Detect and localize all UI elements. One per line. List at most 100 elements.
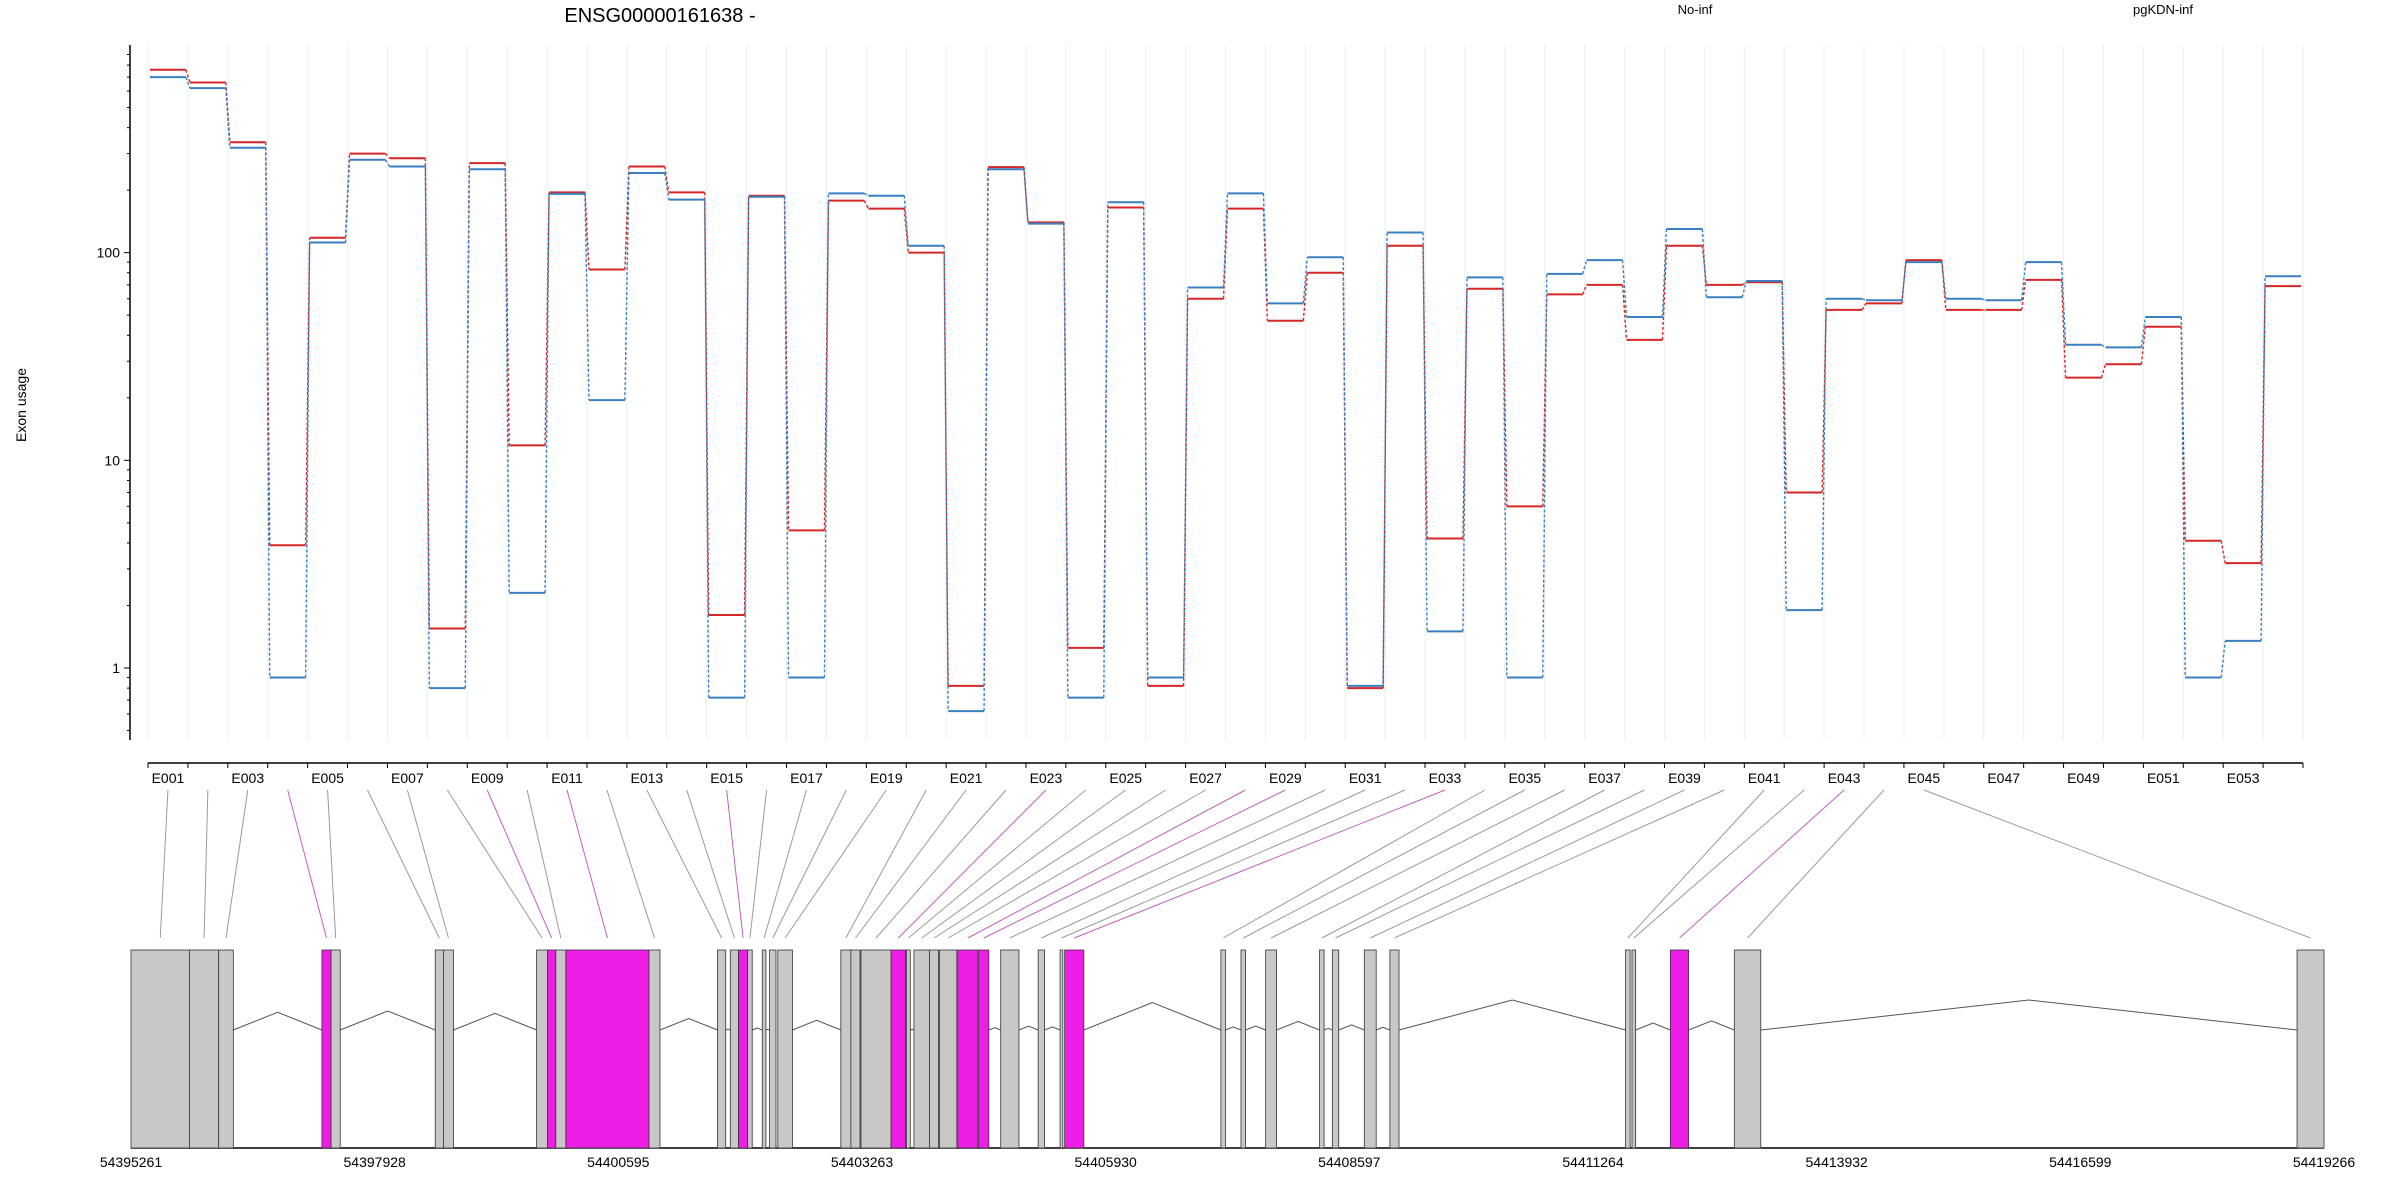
exon-block	[1037, 949, 1045, 1149]
exon-block	[1625, 949, 1631, 1149]
y-tick-label: 10	[104, 452, 120, 468]
intron-line	[1044, 1026, 1061, 1031]
x-tick-label: E023	[1030, 770, 1063, 786]
exon-connector	[933, 789, 1166, 939]
exon-connector	[1061, 789, 1406, 939]
exon-connector	[898, 789, 1047, 939]
exon-block	[1220, 949, 1226, 1149]
exon-connector	[327, 789, 337, 939]
exon-block-highlight	[1064, 949, 1085, 1149]
exon-block-highlight	[890, 949, 907, 1149]
exon-connector	[1633, 789, 1805, 939]
intron-line	[988, 1027, 1001, 1031]
exon-connector	[1627, 789, 1765, 939]
exon-connector	[763, 789, 807, 939]
gene-coordinate-label: 54408597	[1318, 1154, 1381, 1170]
exon-block	[189, 949, 220, 1149]
intron-line	[1245, 1025, 1266, 1031]
exon-block	[929, 949, 939, 1149]
exon-block	[747, 949, 753, 1149]
exon-connector	[203, 789, 209, 939]
exon-block-highlight	[1669, 949, 1690, 1149]
exon-connector	[1321, 789, 1605, 939]
exon-connector	[1335, 789, 1645, 939]
exon-connector	[1679, 789, 1845, 939]
intron-line	[1338, 1024, 1365, 1031]
intron-line	[1276, 1020, 1320, 1031]
exon-connector	[486, 789, 553, 939]
exon-block-highlight	[547, 949, 557, 1149]
exon-block	[850, 949, 861, 1149]
exon-connector	[1270, 789, 1565, 939]
exon-block	[330, 949, 341, 1149]
exon-connector	[1222, 789, 1486, 939]
exon-block	[648, 949, 661, 1149]
x-tick-label: E037	[1588, 770, 1621, 786]
intron-line	[233, 1011, 323, 1031]
exon-block	[860, 949, 892, 1149]
intron-line	[1225, 1026, 1242, 1031]
gene-coordinate-label: 54413932	[1806, 1154, 1869, 1170]
exon-block	[218, 949, 234, 1149]
x-tick-label: E041	[1748, 770, 1781, 786]
exon-connector	[287, 789, 327, 939]
exon-connector	[1074, 789, 1446, 939]
x-tick-label: E047	[1987, 770, 2020, 786]
exon-connector	[566, 789, 608, 939]
intron-line	[1760, 999, 2298, 1031]
series-line-2	[185, 76, 2266, 712]
exon-connector	[225, 789, 249, 939]
x-tick-label: E043	[1828, 770, 1861, 786]
x-tick-label: E003	[231, 770, 264, 786]
exon-connector	[1041, 789, 1366, 939]
exon-connector	[1243, 789, 1526, 939]
exon-block-highlight	[957, 949, 979, 1149]
exon-connector	[526, 789, 562, 939]
exon-connector	[367, 789, 440, 939]
x-tick-label: E017	[790, 770, 823, 786]
exon-block-highlight	[978, 949, 990, 1149]
exon-block	[1240, 949, 1246, 1149]
exon-block	[761, 949, 767, 1149]
exon-block	[2296, 949, 2325, 1149]
gene-coordinate-label: 54416599	[2049, 1154, 2112, 1170]
exon-connector	[1394, 789, 1725, 939]
exon-block	[1389, 949, 1400, 1149]
exon-block	[130, 949, 190, 1149]
x-tick-label: E005	[311, 770, 344, 786]
intron-line	[340, 1010, 436, 1031]
exon-connector	[686, 789, 735, 939]
exon-connector	[845, 789, 927, 939]
x-tick-label: E007	[391, 770, 424, 786]
exon-connector	[159, 789, 169, 939]
intron-line	[1083, 1002, 1222, 1031]
exon-connector	[406, 789, 449, 939]
exon-block	[1319, 949, 1325, 1149]
exon-connector	[947, 789, 1206, 939]
x-tick-label: E013	[630, 770, 663, 786]
x-tick-label: E053	[2227, 770, 2260, 786]
exon-connector	[921, 789, 1127, 939]
exon-block	[434, 949, 444, 1149]
exon-block	[1733, 949, 1762, 1149]
x-tick-label: E027	[1189, 770, 1222, 786]
x-tick-label: E051	[2147, 770, 2180, 786]
x-tick-label: E033	[1429, 770, 1462, 786]
intron-line	[725, 1028, 731, 1031]
exon-connector	[1923, 789, 2311, 939]
x-tick-label: E029	[1269, 770, 1302, 786]
x-tick-label: E015	[710, 770, 743, 786]
exon-connector	[908, 789, 1087, 939]
exon-connector	[446, 789, 543, 939]
intron-line	[1018, 1025, 1039, 1031]
x-tick-label: E021	[950, 770, 983, 786]
gene-coordinate-label: 54405930	[1075, 1154, 1138, 1170]
exon-block	[769, 949, 777, 1149]
gene-coordinate-label: 54400595	[587, 1154, 650, 1170]
exon-block	[906, 949, 911, 1149]
gene-coordinate-label: 54395261	[100, 1154, 163, 1170]
x-tick-label: E025	[1109, 770, 1142, 786]
gene-coordinate-label: 54403263	[831, 1154, 894, 1170]
exon-connector	[875, 789, 1007, 939]
intron-line	[910, 1028, 915, 1031]
